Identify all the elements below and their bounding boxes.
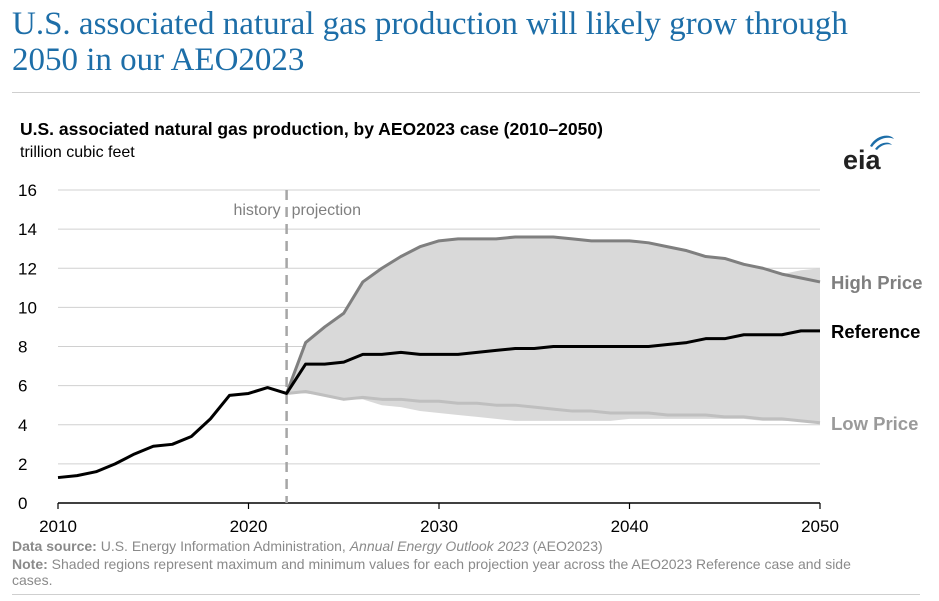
series-line-low-price — [286, 389, 821, 425]
y-tick-label-4: 4 — [18, 416, 27, 435]
data-source-note: Data source: U.S. Energy Information Adm… — [12, 538, 603, 554]
note-label: Note: — [12, 556, 48, 572]
x-tick-label-2050: 2050 — [801, 517, 839, 536]
note-text: Shaded regions represent maximum and min… — [12, 556, 851, 588]
y-tick-label-0: 0 — [18, 494, 27, 513]
history-label: history — [233, 202, 280, 219]
series-label-low-price: Low Price — [831, 413, 918, 434]
y-tick-label-8: 8 — [18, 338, 27, 357]
series-label-high-price: High Price — [831, 272, 923, 293]
y-tick-label-16: 16 — [18, 181, 37, 200]
top-divider — [12, 92, 920, 93]
projection-label: projection — [292, 202, 361, 219]
chart-units: trillion cubic feet — [20, 144, 135, 161]
series-label-reference: Reference — [831, 321, 920, 342]
y-tick-label-10: 10 — [18, 298, 37, 317]
x-tick-label-2040: 2040 — [611, 517, 649, 536]
y-tick-label-12: 12 — [18, 259, 37, 278]
data-source-text: U.S. Energy Information Administration, — [96, 538, 350, 554]
y-tick-label-6: 6 — [18, 377, 27, 396]
y-tick-label-14: 14 — [18, 220, 37, 239]
bottom-divider — [12, 594, 920, 595]
note: Note: Shaded regions represent maximum a… — [12, 556, 892, 588]
shaded-range-area — [286, 236, 821, 423]
headline: U.S. associated natural gas production w… — [12, 6, 848, 78]
chart-title: U.S. associated natural gas production, … — [20, 119, 603, 139]
series-line-reference — [57, 329, 820, 480]
data-source-label: Data source: — [12, 538, 97, 554]
x-tick-label-2020: 2020 — [230, 517, 268, 536]
eia-logo: eia — [843, 135, 894, 175]
x-tick-label-2030: 2030 — [420, 517, 458, 536]
chart-area: 0 2 4 6 8 10 12 14 16 2010 2020 2030 2040 2050 history… — [18, 181, 923, 536]
series-line-high-price — [285, 235, 821, 394]
x-tick-label-2010: 2010 — [39, 517, 77, 536]
y-tick-label-2: 2 — [18, 455, 27, 474]
eia-logo-text: eia — [843, 145, 882, 175]
data-source-title: Annual Energy Outlook 2023 — [349, 538, 529, 554]
data-source-tail: (AEO2023) — [528, 538, 603, 554]
